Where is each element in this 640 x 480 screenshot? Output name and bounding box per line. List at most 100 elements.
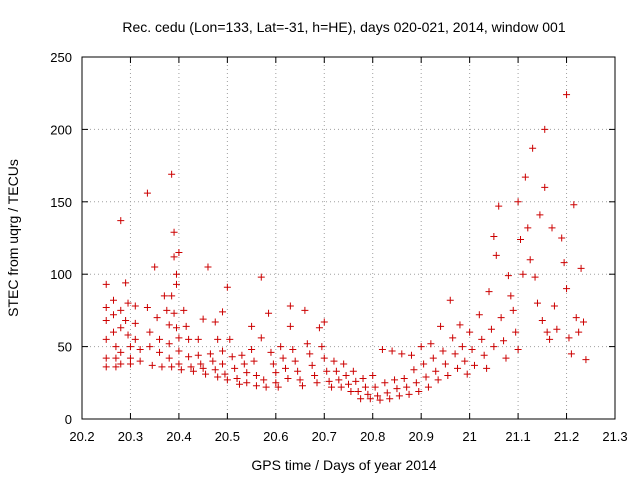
data-point [446, 296, 454, 304]
data-point [354, 387, 362, 395]
data-point [490, 343, 498, 351]
data-point [117, 217, 125, 225]
data-point [422, 373, 430, 381]
data-point [126, 360, 134, 368]
data-point [189, 367, 197, 375]
data-point [517, 235, 525, 243]
data-point [143, 189, 151, 197]
data-point [165, 340, 173, 348]
data-point [177, 366, 185, 374]
data-point [420, 360, 428, 368]
data-point [131, 335, 139, 343]
data-point [248, 345, 256, 353]
data-point [529, 144, 537, 152]
x-tick-label: 21 [462, 429, 476, 444]
data-point [478, 335, 486, 343]
y-axis-label: STEC from uqrg / TECUs [5, 159, 21, 317]
data-point [502, 354, 510, 362]
data-point [468, 345, 476, 353]
data-point [323, 367, 331, 375]
data-point [165, 354, 173, 362]
data-point [320, 354, 328, 362]
data-point [456, 321, 464, 329]
data-point [376, 396, 384, 404]
data-point [163, 306, 171, 314]
data-point [156, 335, 164, 343]
data-point [538, 317, 546, 325]
data-point [248, 322, 256, 330]
data-point [328, 383, 336, 391]
y-tick-label: 50 [58, 340, 72, 355]
data-point [124, 331, 132, 339]
data-point [235, 380, 243, 388]
x-tick-label: 20.9 [409, 429, 434, 444]
data-point [395, 392, 403, 400]
data-point [526, 256, 534, 264]
data-point [308, 361, 316, 369]
data-point [131, 319, 139, 327]
data-point [286, 302, 294, 310]
data-point [269, 360, 277, 368]
data-point [219, 347, 227, 355]
data-point [226, 335, 234, 343]
data-point [320, 318, 328, 326]
data-point [117, 306, 125, 314]
data-point [570, 201, 578, 209]
data-point [415, 387, 423, 395]
data-point [284, 374, 292, 382]
data-point [211, 366, 219, 374]
data-point [417, 343, 425, 351]
data-point [298, 382, 306, 390]
data-point [487, 325, 495, 333]
data-point [126, 343, 134, 351]
data-point [257, 334, 265, 342]
data-point [214, 335, 222, 343]
y-tick-labels: 0 50 100 150 200 250 [50, 50, 72, 427]
data-point [490, 233, 498, 241]
data-point [187, 363, 195, 371]
data-point [274, 383, 282, 391]
data-point [313, 379, 321, 387]
data-point [567, 350, 575, 358]
grid [82, 57, 615, 419]
data-point [185, 335, 193, 343]
x-tick-label: 20.4 [166, 429, 191, 444]
data-point [146, 328, 154, 336]
data-point [209, 357, 217, 365]
data-point [492, 251, 500, 259]
data-point [325, 377, 333, 385]
data-points [102, 91, 590, 404]
data-point [359, 374, 367, 382]
x-tick-label: 20.3 [118, 429, 143, 444]
data-point [509, 306, 517, 314]
x-tick-label: 20.5 [215, 429, 240, 444]
data-point [483, 364, 491, 372]
x-tick-label: 21.2 [554, 429, 579, 444]
data-point [102, 280, 110, 288]
data-point [131, 302, 139, 310]
data-point [391, 376, 399, 384]
data-point [403, 383, 411, 391]
data-point [172, 280, 180, 288]
data-point [168, 363, 176, 371]
data-point [383, 389, 391, 397]
data-point [531, 273, 539, 281]
data-point [524, 224, 532, 232]
data-point [219, 360, 227, 368]
data-point [352, 377, 360, 385]
data-point [194, 351, 202, 359]
data-point [112, 354, 120, 362]
y-tick-label: 200 [50, 122, 72, 137]
data-point [260, 376, 268, 384]
y-tick-label: 0 [65, 412, 72, 427]
x-axis-label: GPS time / Days of year 2014 [251, 457, 436, 473]
x-tick-label: 21.1 [505, 429, 530, 444]
data-point [378, 345, 386, 353]
data-point [388, 347, 396, 355]
data-point [434, 376, 442, 384]
data-point [386, 395, 394, 403]
data-point [458, 343, 466, 351]
data-point [252, 372, 260, 380]
data-point [345, 380, 352, 388]
